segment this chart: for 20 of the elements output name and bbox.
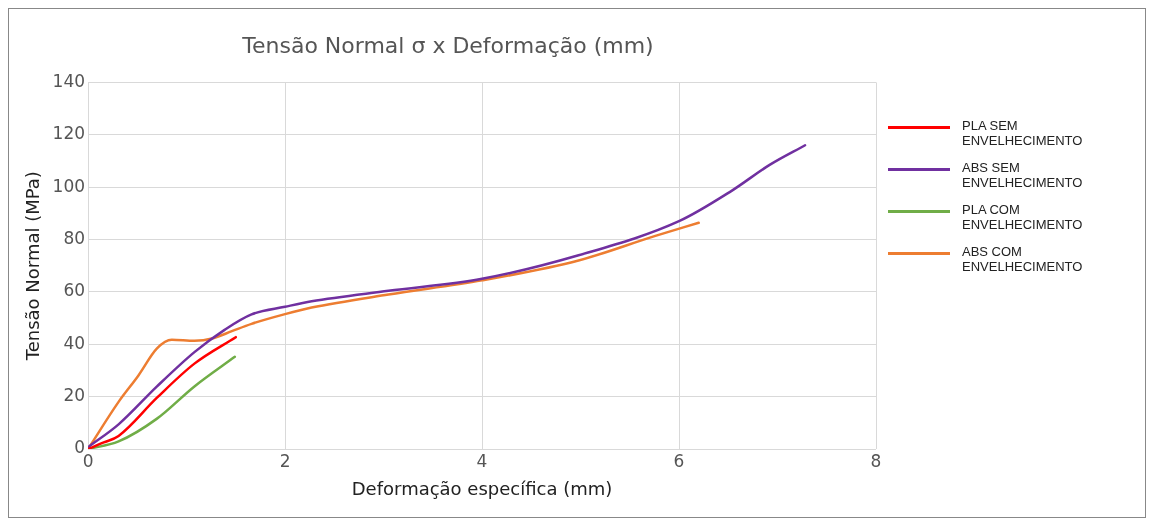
legend-label: ABS COM ENVELHECIMENTO — [962, 244, 1084, 274]
y-tick-label: 120 — [52, 123, 86, 144]
x-tick-label: 4 — [476, 450, 488, 471]
y-tick-label: 100 — [52, 175, 86, 196]
y-tick-label: 20 — [63, 385, 86, 406]
x-tick-label: 2 — [279, 450, 291, 471]
x-tick-label: 8 — [870, 450, 882, 471]
chart-title: Tensão Normal σ x Deformação (mm) — [241, 32, 654, 58]
x-axis-title: Deformação específica (mm) — [351, 477, 613, 499]
y-tick-label: 60 — [63, 280, 86, 301]
legend-label: PLA COM ENVELHECIMENTO — [962, 202, 1084, 232]
y-tick-label: 140 — [52, 70, 86, 91]
y-axis-title: Tensão Normal (MPa) — [22, 171, 44, 362]
y-tick-label: 80 — [63, 227, 86, 248]
line-series — [88, 335, 238, 449]
x-tick-label: 6 — [673, 450, 685, 471]
legend-label: ABS SEM ENVELHECIMENTO — [962, 160, 1084, 190]
line-series — [88, 144, 807, 449]
y-tick-label: 40 — [63, 332, 86, 353]
legend-label: PLA SEM ENVELHECIMENTO — [962, 118, 1084, 148]
